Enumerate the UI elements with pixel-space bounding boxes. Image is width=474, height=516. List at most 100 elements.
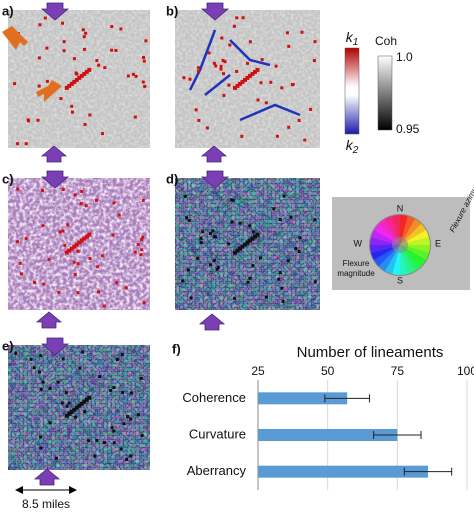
dot (140, 238, 144, 242)
x-tick-label: 75 (391, 364, 405, 378)
dot (56, 380, 60, 384)
dot (72, 244, 77, 249)
dot (250, 71, 255, 76)
dot (245, 240, 250, 245)
dot (41, 189, 45, 193)
dot (212, 61, 216, 65)
dot (60, 401, 64, 405)
dot (77, 75, 82, 80)
dot (251, 264, 255, 268)
dot (67, 248, 72, 253)
dot (281, 299, 285, 303)
dot (103, 66, 107, 70)
dot (72, 79, 77, 84)
dot (133, 250, 137, 254)
dot (80, 189, 84, 193)
dot (66, 223, 70, 227)
dot (253, 69, 257, 74)
dot (114, 48, 118, 52)
dot (235, 69, 239, 73)
dot (259, 81, 263, 85)
dot (207, 51, 211, 55)
dot (289, 215, 293, 219)
dot (125, 457, 129, 461)
wheel-sector (378, 245, 400, 271)
dot (199, 240, 203, 244)
k2-label: k2 (346, 137, 359, 156)
dot (278, 218, 282, 222)
wheel-sector (374, 223, 400, 245)
dot (300, 30, 304, 34)
dot (211, 229, 215, 233)
wheel-sector (400, 223, 426, 245)
dot (72, 407, 77, 412)
dot (126, 415, 130, 419)
dot (223, 60, 227, 64)
dot (290, 83, 294, 87)
dot (280, 286, 284, 290)
panel-label: a) (2, 3, 14, 18)
dot (81, 28, 85, 32)
dot (39, 446, 43, 450)
dot (84, 69, 89, 74)
dot (122, 422, 126, 426)
wheel-n: N (397, 203, 404, 213)
dot (87, 439, 91, 443)
x-tick-label: 25 (251, 364, 265, 378)
dot (42, 282, 46, 286)
dot (298, 236, 302, 240)
dot (74, 242, 79, 247)
dot (61, 357, 65, 361)
coh-colorbar (377, 55, 393, 131)
dot (187, 219, 191, 223)
dot (82, 236, 87, 241)
dot (255, 232, 260, 237)
dot (285, 31, 289, 35)
dot (230, 198, 234, 202)
dot (18, 261, 22, 265)
dot (142, 301, 146, 305)
dot (297, 250, 301, 254)
dot (84, 397, 89, 402)
dot (214, 64, 218, 68)
dot (79, 401, 84, 406)
dot (82, 71, 87, 76)
dot (287, 44, 291, 48)
dot (64, 85, 69, 90)
coh-title: Coh (375, 34, 397, 48)
dot (238, 246, 242, 251)
dot (141, 235, 145, 239)
dot (141, 198, 145, 202)
dot (196, 256, 200, 260)
dot (189, 296, 193, 300)
dot (136, 243, 140, 247)
dot (83, 123, 87, 127)
dot (240, 134, 244, 138)
wheel-sector (400, 245, 415, 274)
dot (313, 218, 317, 222)
dot (13, 82, 17, 86)
wheel-sector (400, 219, 422, 245)
dot (62, 40, 66, 44)
dot (209, 263, 213, 267)
dot (14, 351, 18, 355)
dot (67, 83, 72, 88)
panel-b (175, 10, 320, 148)
dot (16, 240, 20, 244)
dot (297, 118, 301, 122)
wheel-magnitude: magnitude (337, 269, 375, 278)
dot (67, 401, 71, 405)
y-tick-label: Aberrancy (187, 463, 247, 478)
y-tick-label: Curvature (189, 426, 246, 441)
arrows (33, 2, 230, 486)
dot (98, 375, 102, 379)
dot (70, 110, 74, 114)
dot (26, 118, 30, 122)
bar (258, 465, 428, 478)
dot (129, 391, 133, 395)
dot (131, 72, 135, 76)
dot (69, 81, 74, 86)
dot (309, 107, 313, 111)
dot (134, 74, 138, 78)
